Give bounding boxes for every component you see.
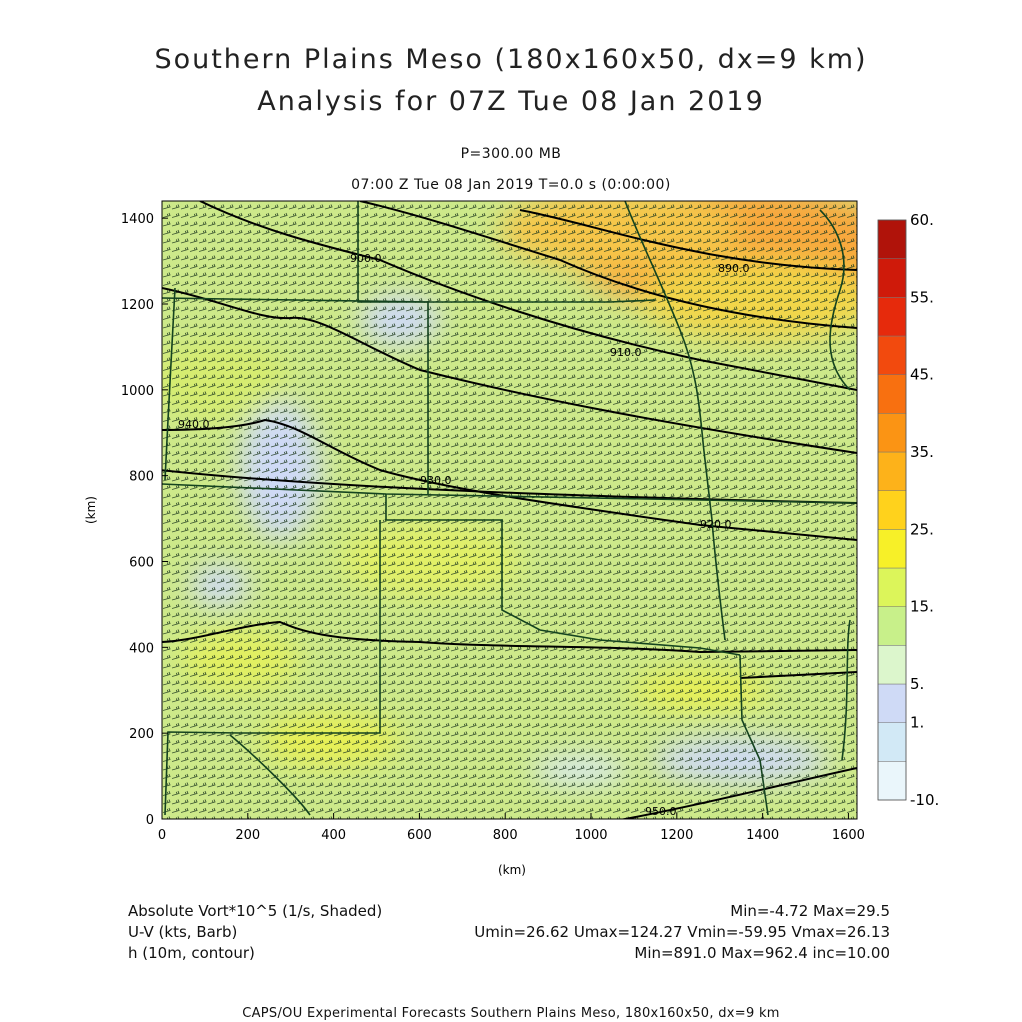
- x-tick-label-5: 1000: [574, 828, 607, 843]
- colorbar-label-5: 35.: [910, 443, 934, 461]
- colorbar-swatch-4: [877, 606, 907, 646]
- colorbar-swatch-14: [877, 219, 907, 259]
- colorbar-label-4: 25.: [910, 520, 934, 538]
- x-tick-label-7: 1400: [746, 828, 779, 843]
- legend-vort-label: Absolute Vort*10^5 (1/s, Shaded): [128, 902, 383, 920]
- colorbar-label-1: 1.: [910, 714, 924, 732]
- colorbar-swatch-3: [877, 645, 907, 685]
- colorbar-swatch-6: [877, 529, 907, 569]
- x-tick-label-8: 1600: [832, 828, 865, 843]
- y-tick-label-2: 400: [129, 641, 154, 656]
- y-tick-label-5: 1000: [121, 384, 154, 399]
- state-borders: [162, 201, 857, 816]
- pressure-level: P=300.00 MB: [460, 146, 562, 162]
- plot-frame: [161, 200, 858, 820]
- contour-labels: 950.0 940.0 930.0 920.0 910.0 900.0 890.0: [178, 252, 750, 818]
- y-tick-label-1: 200: [129, 727, 154, 742]
- chart-subtitle: Analysis for 07Z Tue 08 Jan 2019: [257, 86, 765, 117]
- x-tick-label-1: 200: [235, 828, 260, 843]
- y-axis-label: (km): [84, 496, 98, 524]
- colorbar-swatch-10: [877, 374, 907, 414]
- legend-vort-range: Min=-4.72 Max=29.5: [730, 902, 890, 920]
- map-chart: 950.0 940.0 930.0 920.0 910.0 900.0 890.0 0 200…: [84, 200, 939, 877]
- x-axis-label: (km): [498, 863, 526, 877]
- legend-height-range: Min=891.0 Max=962.4 inc=10.00: [634, 944, 890, 962]
- colorbar-label-6: 45.: [910, 366, 934, 384]
- contour-label-6: 950.0: [645, 805, 677, 818]
- height-contours: [162, 201, 857, 819]
- y-axis: 0 200 400 600 800 1000 1200 1400: [121, 212, 168, 828]
- y-tick-label-7: 1400: [121, 212, 154, 227]
- colorbar-label-7: 55.: [910, 288, 934, 306]
- x-tick-label-0: 0: [158, 828, 166, 843]
- y-tick-label-6: 1200: [121, 298, 154, 313]
- legend-wind-label: U-V (kts, Barb): [128, 923, 238, 941]
- colorbar-swatch-11: [877, 335, 907, 375]
- contour-label-5: 940.0: [178, 418, 210, 431]
- x-tick-label-3: 600: [407, 828, 432, 843]
- x-tick-label-4: 800: [493, 828, 518, 843]
- colorbar-label-3: 15.: [910, 598, 934, 616]
- colorbar-label-2: 5.: [910, 675, 924, 693]
- contour-label-2: 910.0: [610, 346, 642, 359]
- y-tick-label-4: 800: [129, 470, 154, 485]
- colorbar-swatch-13: [877, 258, 907, 298]
- y-tick-label-3: 600: [129, 556, 154, 571]
- colorbar-label-0: -10.: [910, 791, 939, 809]
- colorbar-label-8: 60.: [910, 211, 934, 229]
- colorbar-swatch-8: [877, 451, 907, 491]
- colorbar-swatch-7: [877, 490, 907, 530]
- x-tick-label-2: 400: [321, 828, 346, 843]
- y-tick-label-0: 0: [146, 813, 154, 828]
- x-axis: 0 200 400 600 800 1000 1200 1400 1600: [158, 813, 865, 843]
- footer-credit: CAPS/OU Experimental Forecasts Southern …: [242, 1006, 780, 1021]
- colorbar-swatch-5: [877, 567, 907, 607]
- contour-label-0: 890.0: [718, 262, 750, 275]
- contour-label-1: 900.0: [350, 252, 382, 265]
- legend-wind-range: Umin=26.62 Umax=124.27 Vmin=-59.95 Vmax=…: [474, 923, 890, 941]
- colorbar-swatch-0: [877, 761, 907, 801]
- colorbar: -10. 1. 5. 15. 25. 35. 45. 55. 60.: [877, 211, 939, 809]
- vorticity-shading: [162, 201, 857, 819]
- legend-height-label: h (10m, contour): [128, 944, 255, 962]
- chart-title: Southern Plains Meso (180x160x50, dx=9 k…: [154, 44, 868, 75]
- colorbar-swatch-1: [877, 722, 907, 762]
- colorbar-swatch-2: [877, 683, 907, 723]
- colorbar-swatch-9: [877, 413, 907, 453]
- contour-label-3: 920.0: [700, 518, 732, 531]
- colorbar-swatch-12: [877, 297, 907, 337]
- valid-time: 07:00 Z Tue 08 Jan 2019 T=0.0 s (0:00:00…: [351, 177, 671, 193]
- x-tick-label-6: 1200: [660, 828, 693, 843]
- colorbar-frame: [877, 219, 907, 801]
- contour-label-4: 930.0: [420, 474, 452, 487]
